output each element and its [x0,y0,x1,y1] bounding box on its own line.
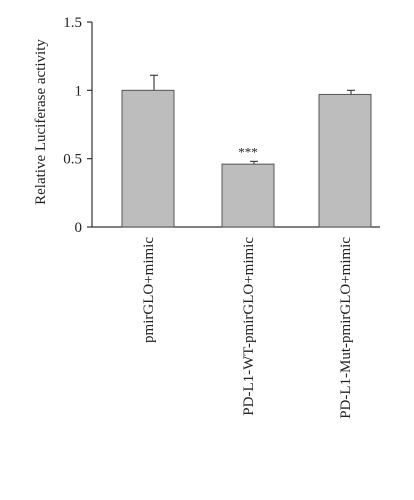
bar [121,89,175,228]
significance-label: *** [238,144,258,159]
y-tick-label: 1 [75,83,83,99]
annotations: *** [238,144,258,159]
bars [121,89,372,228]
category-labels: pmirGLO+mimic PD-L1-WT-pmirGLO+mimic PD-L1… [141,237,354,419]
y-tick-label: 1.5 [63,15,82,31]
x-category-label: PD-L1-WT-pmirGLO+mimic [241,237,257,416]
y-axis-label: Relative Luciferase activity [33,39,49,205]
bar [221,163,275,228]
x-category-label: pmirGLO+mimic [141,237,157,343]
error-bars [150,74,355,165]
y-ticks: 0 0.5 1 1.5 [63,15,92,236]
y-tick-label: 0 [75,220,83,236]
y-tick-label: 0.5 [63,152,82,168]
x-category-label: PD-L1-Mut-pmirGLO+mimic [338,237,354,419]
bar [318,93,372,228]
